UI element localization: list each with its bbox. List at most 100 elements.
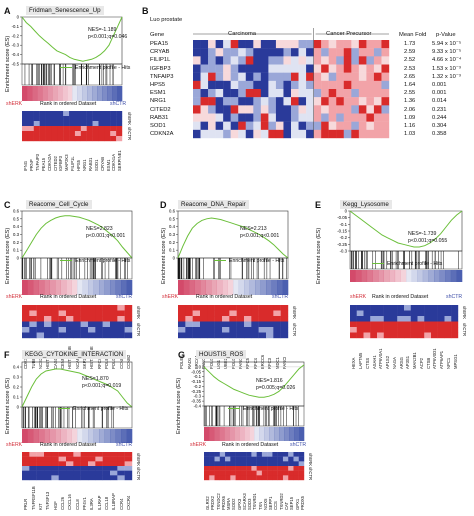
heatmap-cell — [185, 310, 193, 317]
heatmap-cell — [36, 316, 45, 322]
heatmap-cell — [215, 72, 224, 82]
panel-e-legend-text: Enrichment profile - Hits — [387, 261, 443, 267]
rank-segment — [22, 280, 28, 295]
heatmap-cell — [306, 40, 314, 49]
heatmap-cell — [204, 461, 210, 467]
heatmap-cell — [29, 466, 37, 471]
panel-d-pvalue: p<0.001;q<0.001 — [240, 233, 280, 239]
heatmap-cell — [110, 321, 118, 328]
rank-segment — [55, 280, 61, 295]
heatmap-cell — [390, 321, 398, 328]
rank-segment — [249, 427, 255, 441]
panel-g-legend-text: Enrichment profile - Hits — [243, 406, 299, 412]
heatmap-cell — [444, 316, 452, 322]
rank-segment — [361, 270, 368, 282]
heatmap-cell — [98, 116, 105, 122]
heatmap-cell — [223, 129, 231, 139]
heatmap-cell — [29, 461, 37, 467]
heatmap-cell — [397, 321, 405, 328]
heatmap-cell — [417, 327, 425, 333]
panel-e-nes: NES=-1.739 — [408, 231, 437, 237]
heatmap-cell — [370, 327, 378, 333]
y-tick-label: 0.3 — [13, 375, 20, 380]
gene-name: CRYAB — [150, 49, 170, 56]
heatmap-cell — [219, 470, 226, 476]
heatmap-cell — [306, 89, 314, 98]
heatmap-cell — [260, 48, 269, 57]
heatmap-cell — [51, 111, 58, 117]
sample-group-label: shCTR — [127, 127, 132, 141]
heatmap-cell — [51, 121, 58, 127]
heatmap-cell — [363, 327, 371, 333]
heatmap-cell — [366, 121, 375, 131]
heatmap-cell — [267, 475, 273, 481]
gene-label: GPX3 — [236, 498, 242, 510]
panel-e-pvalue: p<0.001;q=0.055 — [408, 238, 448, 244]
heatmap-cell — [66, 305, 74, 311]
heatmap-cell — [102, 470, 111, 476]
panel-g-right-label: shCTR — [290, 442, 307, 448]
gene-label: HEXA — [351, 357, 357, 369]
y-tick-label: 0.3 — [169, 232, 176, 237]
heatmap-cell — [291, 105, 299, 114]
heatmap-cell — [193, 64, 201, 73]
heatmap-cell — [44, 316, 52, 322]
heatmap-cell — [204, 456, 210, 462]
heatmap-cell — [245, 97, 254, 106]
heatmap-cell — [98, 121, 105, 127]
heatmap-cell — [321, 72, 329, 82]
heatmap-cell — [63, 126, 70, 132]
heatmap-cell — [86, 111, 93, 117]
heatmap-cell — [437, 321, 445, 328]
rank-segment — [274, 427, 280, 441]
heatmap-cell — [104, 131, 111, 137]
heatmap-cell — [366, 72, 375, 82]
y-tick-label: 0 — [17, 15, 20, 20]
heatmap-cell — [260, 113, 269, 122]
heatmap-cell — [240, 452, 247, 457]
heatmap-cell — [73, 327, 81, 333]
rank-segment — [244, 280, 250, 295]
enrichment-curve — [21, 368, 133, 408]
heatmap-cell — [86, 126, 93, 132]
heatmap-cell — [74, 126, 82, 132]
heatmap-cell — [95, 316, 103, 322]
rank-segment — [93, 280, 100, 295]
rank-segment — [277, 280, 283, 295]
heatmap-cell — [22, 327, 30, 333]
sample-group-label: shERK — [136, 306, 141, 320]
heatmap-cell — [95, 475, 103, 481]
rank-segment — [244, 427, 250, 441]
rank-segment — [38, 280, 45, 295]
heatmap-cell — [88, 316, 96, 322]
heatmap-cell — [104, 116, 111, 122]
heatmap-cell — [178, 316, 186, 322]
heatmap-cell — [124, 305, 133, 311]
heatmap-cell — [39, 131, 46, 137]
heatmap-cell — [117, 305, 125, 311]
rank-segment — [71, 280, 78, 295]
rank-segment — [260, 280, 267, 295]
heatmap-cell — [343, 113, 352, 122]
heatmap-cell — [98, 136, 105, 142]
heatmap-cell — [268, 113, 277, 122]
rank-segment — [211, 280, 217, 295]
heatmap-cell — [36, 332, 45, 339]
heatmap-cell — [328, 40, 337, 49]
heatmap-cell — [51, 327, 59, 333]
heatmap-cell — [223, 97, 231, 106]
heatmap-cell — [244, 327, 252, 333]
rank-segment — [82, 280, 89, 295]
heatmap-cell — [356, 321, 364, 328]
heatmap-cell — [208, 48, 216, 57]
rank-segment — [126, 280, 133, 295]
heatmap-cell — [306, 48, 314, 57]
heatmap-cell — [321, 80, 329, 90]
heatmap-cell — [293, 452, 299, 457]
heatmap-cell — [268, 40, 277, 49]
heatmap-cell — [104, 111, 111, 117]
heatmap-cell — [223, 64, 231, 73]
heatmap-cell — [291, 40, 299, 49]
heatmap-cell — [88, 475, 96, 481]
heatmap-cell — [240, 456, 247, 462]
